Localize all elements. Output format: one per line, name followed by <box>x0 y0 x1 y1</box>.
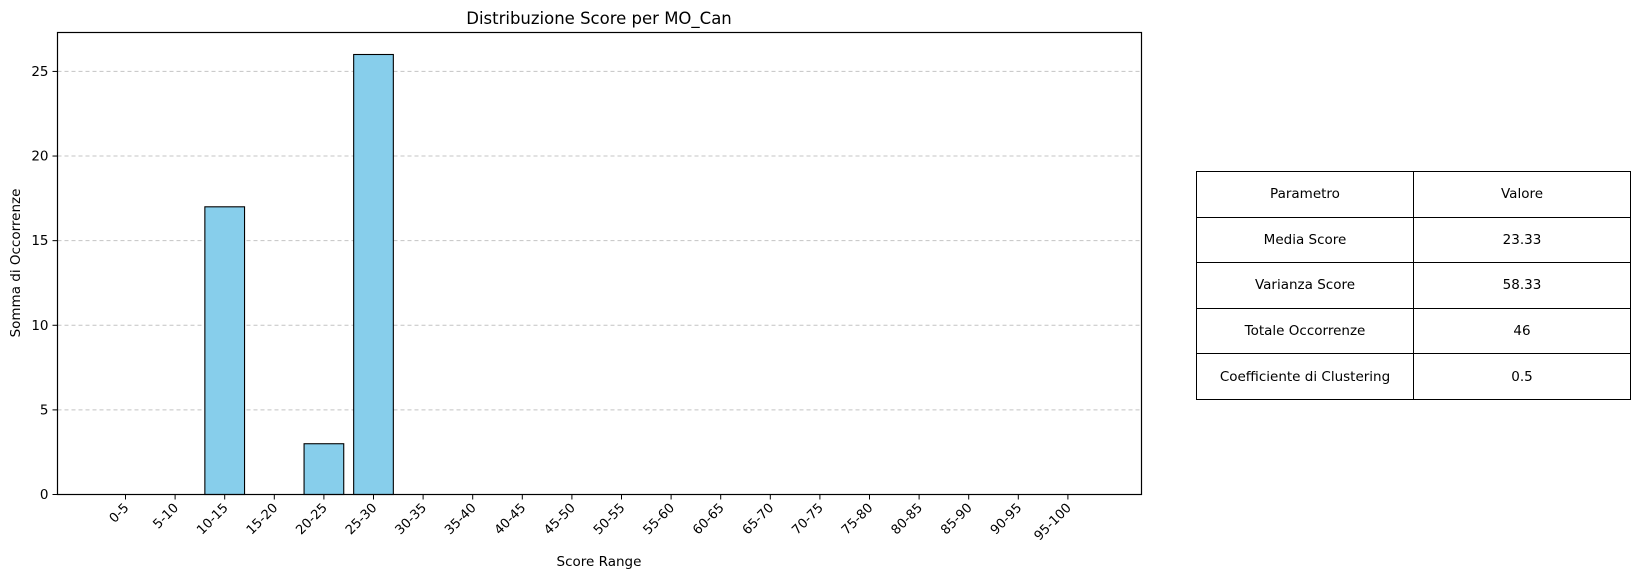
value-cell: 58.33 <box>1413 262 1631 309</box>
x-tick-label: 50-55 <box>591 501 628 538</box>
grid-lines <box>57 70 1142 411</box>
header-valore: Valore <box>1413 171 1631 218</box>
x-tick-label: 75-80 <box>839 501 876 538</box>
bar <box>303 443 345 496</box>
header-parametro: Parametro <box>1196 171 1414 218</box>
plot-frame <box>56 31 1143 496</box>
x-tick-label: 0-5 <box>107 501 133 527</box>
x-tick-label: 55-60 <box>641 501 678 538</box>
y-tick-label: 25 <box>31 64 48 80</box>
y-tick-label: 5 <box>40 402 49 418</box>
value-cell: 23.33 <box>1413 216 1631 264</box>
x-tick-label: 15-20 <box>244 501 281 538</box>
x-tick-label: 45-50 <box>541 501 578 538</box>
x-tick-label: 35-40 <box>442 501 479 538</box>
bar <box>353 53 394 496</box>
table-row: Media Score 23.33 <box>1196 216 1631 264</box>
x-tick-label: 20-25 <box>293 501 330 538</box>
param-cell: Media Score <box>1196 216 1414 264</box>
table-row: Totale Occorrenze 46 <box>1196 307 1631 355</box>
x-tick-label: 25-30 <box>343 501 380 538</box>
y-tick-label: 0 <box>40 487 49 503</box>
param-cell: Totale Occorrenze <box>1196 307 1414 355</box>
y-tick-label: 15 <box>31 233 48 249</box>
bars <box>204 53 394 496</box>
value-cell: 0.5 <box>1413 353 1631 400</box>
y-axis-ticks: 0 5 10 15 20 25 <box>31 64 58 503</box>
bar <box>204 206 246 496</box>
value-cell: 46 <box>1413 307 1631 355</box>
x-tick-label: 5-10 <box>150 501 181 532</box>
y-tick-label: 20 <box>31 149 48 165</box>
stats-table: Parametro Valore Media Score 23.33 Varia… <box>1196 171 1631 400</box>
x-axis-label: Score Range <box>557 554 642 570</box>
x-tick-label: 30-35 <box>393 501 430 538</box>
x-tick-label: 80-85 <box>889 501 926 538</box>
x-tick-label: 40-45 <box>492 501 529 538</box>
table-row: Varianza Score 58.33 <box>1196 262 1631 309</box>
x-tick-label: 95-100 <box>1032 501 1075 544</box>
x-tick-label: 10-15 <box>194 501 231 538</box>
y-axis-label: Somma di Occorrenze <box>8 189 24 338</box>
table-header-row: Parametro Valore <box>1196 171 1631 218</box>
chart-title: Distribuzione Score per MO_Can <box>466 9 732 29</box>
y-tick-label: 10 <box>31 318 48 334</box>
param-cell: Varianza Score <box>1196 262 1414 309</box>
x-tick-label: 70-75 <box>789 501 826 538</box>
x-tick-label: 90-95 <box>988 501 1025 538</box>
x-tick-label: 60-65 <box>690 501 727 538</box>
table-row: Coefficiente di Clustering 0.5 <box>1196 353 1631 400</box>
x-tick-label: 65-70 <box>740 501 777 538</box>
param-cell: Coefficiente di Clustering <box>1196 353 1414 400</box>
x-tick-label: 85-90 <box>938 501 975 538</box>
x-axis-ticks: 0-5 5-10 10-15 15-20 20-25 25-30 30-35 35-40 40-… <box>107 494 1075 544</box>
